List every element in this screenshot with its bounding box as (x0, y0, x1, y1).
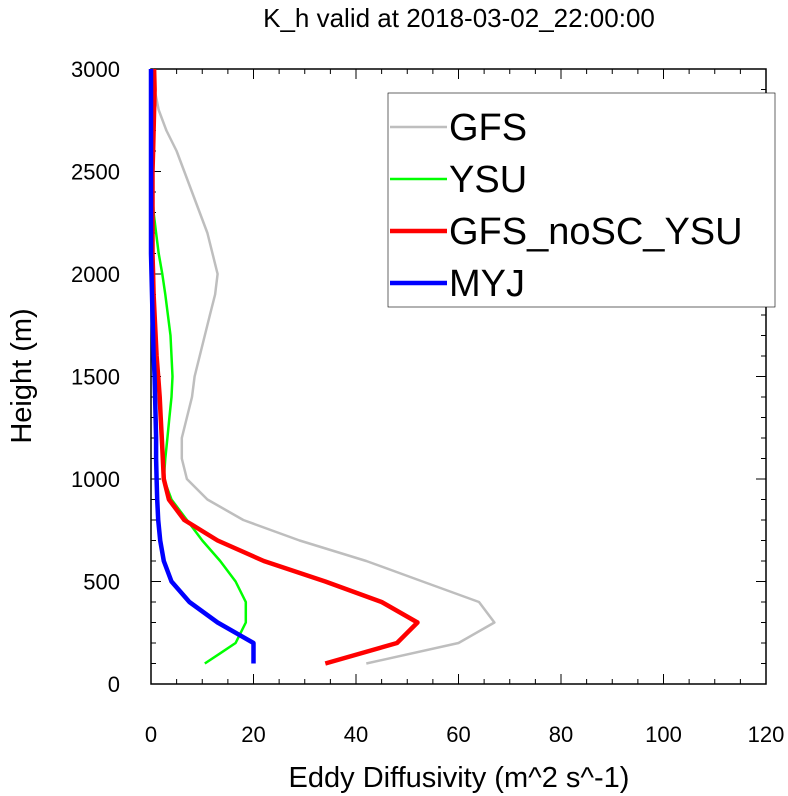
x-axis-label: Eddy Diffusivity (m^2 s^-1) (289, 762, 630, 794)
x-tick-label: 100 (645, 722, 682, 747)
series-line-gfs (151, 68, 496, 665)
axis-tick-labels: 0 20 40 60 80 100 120 0 500 1000 1500 2000 2500 3000 (71, 57, 784, 747)
y-tick-label: 1000 (71, 467, 120, 492)
y-tick-label: 2500 (71, 160, 120, 185)
x-tick-label: 40 (344, 722, 368, 747)
y-axis-label: Height (m) (6, 308, 38, 443)
y-tick-label: 500 (83, 570, 120, 595)
legend-label: GFS (449, 107, 527, 149)
legend-label: YSU (449, 159, 527, 201)
y-tick-label: 1500 (71, 365, 120, 390)
y-tick-label: 0 (108, 672, 120, 697)
x-tick-label: 60 (446, 722, 470, 747)
chart-title: K_h valid at 2018-03-02_22:00:00 (263, 3, 655, 33)
x-tick-label: 80 (549, 722, 573, 747)
y-tick-label: 3000 (71, 57, 120, 82)
series-line-myj (148, 69, 256, 664)
legend-label: MYJ (449, 263, 525, 305)
legend-box (387, 92, 776, 308)
y-tick-label: 2000 (71, 262, 120, 287)
legend: GFS YSU GFS_noSC_YSU MYJ (387, 92, 776, 308)
x-tick-label: 0 (145, 722, 157, 747)
x-tick-label: 20 (241, 722, 265, 747)
series-lines (148, 68, 496, 666)
series-line-gfs_nosc_ysu (150, 68, 420, 666)
x-tick-label: 120 (748, 722, 785, 747)
legend-label: GFS_noSC_YSU (449, 211, 743, 253)
